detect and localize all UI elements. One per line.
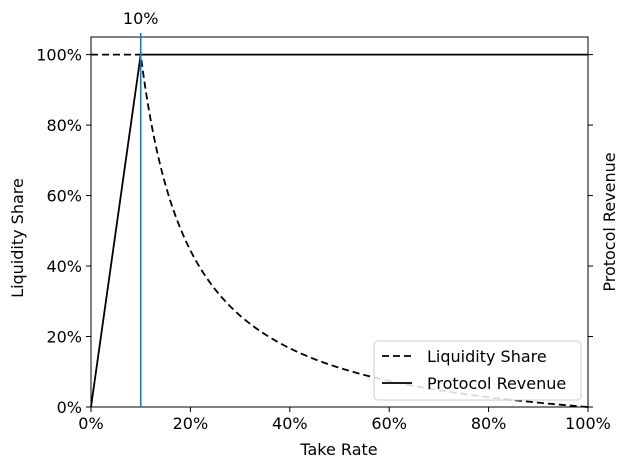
x-axis-label: Take Rate bbox=[299, 440, 377, 459]
y-tick-label: 100% bbox=[36, 46, 82, 65]
y-tick-label: 40% bbox=[46, 257, 82, 276]
legend-box bbox=[373, 340, 582, 401]
legend: Liquidity Share Protocol Revenue bbox=[373, 340, 582, 401]
x-tick-label: 40% bbox=[272, 414, 308, 433]
x-tick-label: 80% bbox=[471, 414, 507, 433]
y-axis-right bbox=[588, 54, 593, 408]
x-tick-label: 100% bbox=[565, 414, 611, 433]
y-axis-left: 0% 20% 40% 60% 80% 100% bbox=[36, 46, 91, 417]
axes-frame bbox=[90, 36, 589, 408]
x-axis: 0% 20% 40% 60% 80% 100% bbox=[78, 407, 611, 433]
x-tick-label: 0% bbox=[78, 414, 103, 433]
annotation-label: 10% bbox=[123, 9, 159, 28]
y-axis-label-left: Liquidity Share bbox=[8, 178, 27, 298]
x-tick-label: 60% bbox=[371, 414, 407, 433]
axis-labels: Take Rate Liquidity Share Protocol Reven… bbox=[8, 152, 619, 459]
y-tick-label: 0% bbox=[57, 398, 82, 417]
plot-area-frame bbox=[90, 36, 589, 408]
legend-label: Protocol Revenue bbox=[427, 374, 566, 393]
annotation-layer: 10% bbox=[123, 9, 159, 407]
legend-label: Liquidity Share bbox=[427, 347, 547, 366]
y-tick-label: 60% bbox=[46, 187, 82, 206]
x-tick-label: 20% bbox=[173, 414, 209, 433]
y-axis-label-right: Protocol Revenue bbox=[600, 152, 619, 291]
y-tick-label: 20% bbox=[46, 328, 82, 347]
y-tick-label: 80% bbox=[46, 116, 82, 135]
